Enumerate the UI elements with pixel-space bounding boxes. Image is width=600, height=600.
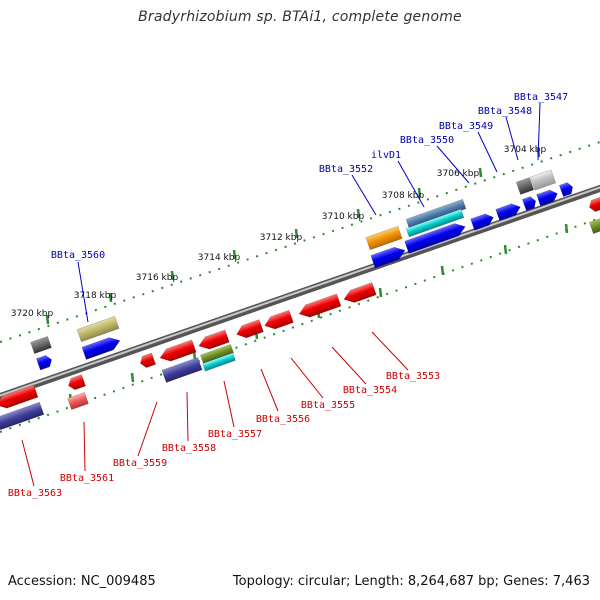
gene-feature-BBta_3556 [236,319,264,339]
gene-feature-BBta_3561 [68,374,86,391]
gene-feature-BBta_3553 [343,282,377,303]
gene-feature [589,196,600,212]
tick-mark [564,223,569,234]
gene-feature-BBta_3560 [76,315,120,343]
gene-feature-BBta_3554 [298,293,342,318]
gene-label-BBta_3559[interactable]: BBta_3559 [113,458,167,469]
gene-label-BBta_3552[interactable]: BBta_3552 [319,164,373,175]
gene-feature-BBta_3555 [264,309,294,330]
tick-label: 3714 kbp [198,253,241,263]
gene-feature [198,329,230,350]
genome-backbone [0,184,600,401]
leader-line [223,380,235,428]
tick-mark [108,292,113,303]
gene-feature [370,246,406,269]
tick-mark [130,372,135,383]
gene-label-BBta_3549[interactable]: BBta_3549 [439,121,493,132]
gene-labels: BBta_3547 BBta_3548 BBta_3549 BBta_3550 ilvD… [8,92,568,499]
tick-mark [503,244,508,255]
tick-mark [294,228,299,239]
leader-line [331,346,367,385]
gene-feature [521,196,536,212]
gene-feature [536,189,558,207]
gene-feature [588,217,600,235]
tick-mark [478,167,483,178]
tick-label: 3708 kbp [382,191,425,201]
tick-mark [232,249,237,260]
inner-tick-track [0,217,600,433]
gene-feature [36,355,52,371]
gene-label-BBta_3555[interactable]: BBta_3555 [301,400,355,411]
gene-label-BBta_3563[interactable]: BBta_3563 [8,488,62,499]
tick-label: 3712 kbp [260,233,303,243]
gene-label-BBta_3548[interactable]: BBta_3548 [478,106,532,117]
accession-text: Accession: NC_009485 [8,574,156,589]
tick-label: 3706 kbp [437,169,480,179]
gene-feature [159,339,197,362]
genome-title: Bradyrhizobium sp. BTAi1, complete genom… [138,9,462,25]
gene-label-BBta_3558[interactable]: BBta_3558 [162,443,216,454]
gene-feature-BBta_3557 [200,344,234,364]
leader-line [290,357,324,399]
gene-feature [404,223,466,254]
leader-line [137,401,158,457]
leader-line [505,116,519,161]
tick-label: 3704 kbp [504,145,547,155]
tick-mark [417,187,422,198]
tick-mark [45,314,50,325]
leader-line [77,261,89,323]
leader-line [83,421,86,472]
gene-label-BBta_3561[interactable]: BBta_3561 [60,473,114,484]
gene-feature-ilvD1 [405,198,467,230]
leader-line [477,131,498,173]
gene-feature [405,208,465,238]
gene-feature [495,203,521,222]
leader-line [397,160,425,208]
leader-line [371,331,409,371]
gene-label-BBta_3556[interactable]: BBta_3556 [256,414,310,425]
gene-label-BBta_3547[interactable]: BBta_3547 [514,92,568,103]
tick-mark [170,270,175,281]
gene-feature [30,335,52,355]
tick-label: 3716 kbp [136,273,179,283]
gene-label-BBta_3550[interactable]: BBta_3550 [400,135,454,146]
gene-feature [515,177,535,195]
gene-feature-BBta_3563 [0,401,45,431]
gene-label-BBta_3557[interactable]: BBta_3557 [208,429,262,440]
gene-label-ilvD1[interactable]: ilvD1 [371,150,401,161]
gene-feature-BBta_3547 [529,169,557,191]
tick-label: 3718 kbp [74,291,117,301]
gene-label-BBta_3554[interactable]: BBta_3554 [343,385,397,396]
gene-feature-BBta_3552 [365,225,403,251]
leader-line [436,145,470,184]
tick-mark [356,208,361,219]
gene-feature [470,213,494,231]
leader-line [537,102,541,161]
tick-mark [440,265,445,276]
gene-features [0,169,600,431]
leader-line [260,368,279,412]
gene-feature [81,337,121,360]
gene-feature-BBta_3558 [161,357,203,383]
gene-feature [0,384,39,409]
gene-feature [558,182,573,198]
tick-label: 3710 kbp [322,212,365,222]
genome-summary-text: Topology: circular; Length: 8,264,687 bp… [232,574,590,589]
leader-line [21,439,35,487]
tick-label: 3720 kbp [11,309,54,319]
kbp-ticks: 3704 kbp 3706 kbp 3708 kbp 3710 kbp 3712 kbp… [6,145,569,426]
gene-label-BBta_3560[interactable]: BBta_3560 [51,250,105,261]
leader-line [351,174,377,216]
gene-feature-BBta_3559 [140,352,156,368]
leader-line [186,391,189,442]
tick-mark [378,287,383,298]
gene-label-BBta_3553[interactable]: BBta_3553 [386,371,440,382]
gene-feature [67,391,89,411]
gene-feature [202,352,236,372]
